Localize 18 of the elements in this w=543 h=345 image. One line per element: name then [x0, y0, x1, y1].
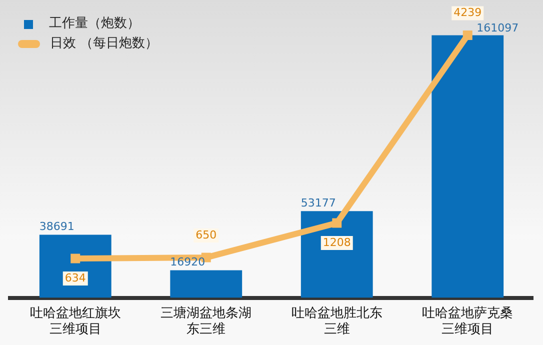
x-tick-label: 吐哈盆地红旗坎三维项目	[30, 305, 121, 336]
data-label: 1208	[322, 236, 351, 249]
data-label: 38691	[39, 220, 74, 234]
data-label: 4239	[454, 6, 482, 20]
data-label: 634	[64, 271, 86, 284]
bar	[432, 35, 504, 298]
point	[462, 30, 472, 40]
x-tick-label: 三塘湖盆地条湖东三维	[160, 305, 252, 336]
data-label: 53177	[300, 196, 336, 210]
legend-label: 工作量（炮数）	[49, 15, 140, 33]
x-tick-label: 吐哈盆地胜北东三维	[291, 305, 382, 336]
data-label: 161097	[476, 22, 519, 35]
bar	[170, 270, 242, 298]
data-label: 650	[196, 228, 217, 242]
x-tick-label: 吐哈盆地萨克桑三维项目	[422, 305, 514, 336]
point	[70, 254, 80, 264]
legend-label: 日效 （每日炮数）	[50, 35, 158, 53]
point	[332, 218, 342, 228]
